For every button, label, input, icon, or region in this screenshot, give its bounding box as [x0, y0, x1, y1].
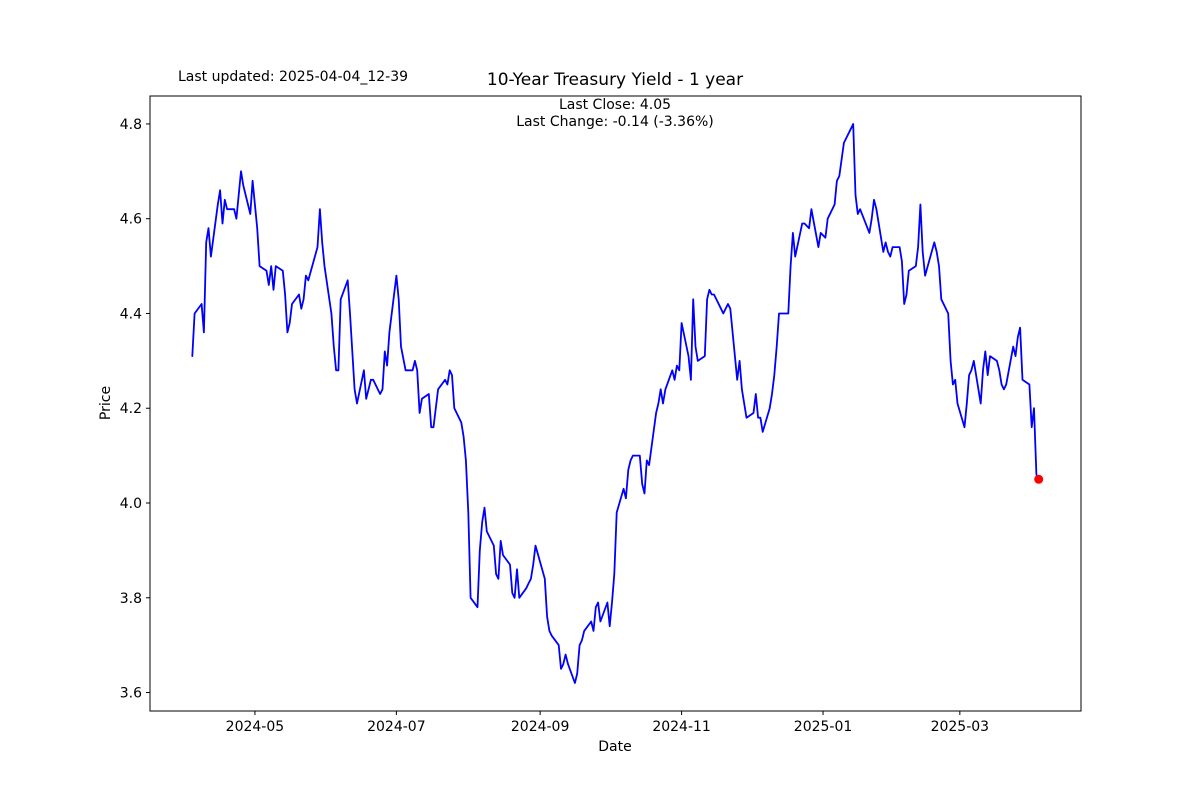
x-tick-label: 2025-01 [794, 719, 853, 735]
x-tick-label: 2024-11 [652, 719, 711, 735]
y-tick-label: 4.6 [120, 212, 142, 228]
price-line [191, 123, 1040, 684]
last-close-text: Last Close: 4.05 [558, 97, 672, 113]
x-tick-label: 2024-09 [511, 719, 570, 735]
last-point-marker [1034, 474, 1044, 484]
y-tick-label: 4.0 [120, 496, 142, 512]
y-tick-label: 4.2 [120, 401, 142, 417]
y-tick-label: 3.8 [120, 591, 142, 607]
y-axis-label: Price [98, 385, 114, 421]
x-tick-label: 2024-07 [367, 719, 426, 735]
x-axis-label: Date [598, 739, 632, 755]
chart-title: 10-Year Treasury Yield - 1 year [486, 70, 744, 90]
axes-frame [149, 95, 1082, 712]
y-tick-label: 4.8 [120, 117, 142, 133]
y-tick-label: 4.4 [120, 306, 142, 322]
y-tick-label: 3.6 [120, 686, 142, 702]
chart-subtitle: Last Close: 4.05 Last Change: -0.14 (-3.… [516, 97, 714, 130]
last-change-text: Last Change: -0.14 (-3.36%) [516, 113, 714, 130]
x-tick-label: 2024-05 [226, 719, 285, 735]
x-tick-label: 2025-03 [931, 719, 990, 735]
last-updated-text: Last updated: 2025-04-04_12-39 [178, 69, 409, 85]
